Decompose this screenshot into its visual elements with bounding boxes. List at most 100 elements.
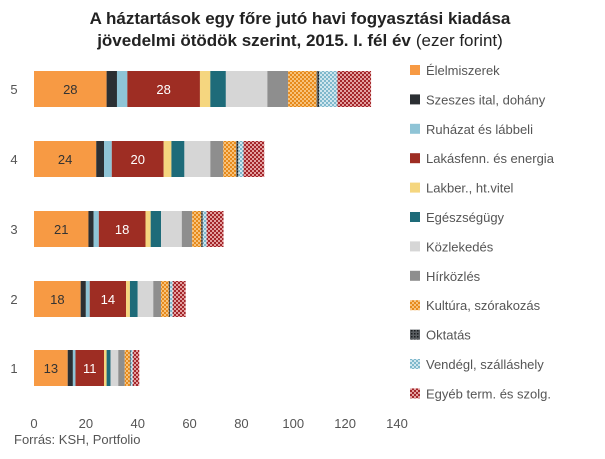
- legend-label: Szeszes ital, dohány: [426, 92, 546, 107]
- x-tick-label: 120: [334, 416, 356, 431]
- legend-swatch: [410, 153, 420, 164]
- bar-segment: [184, 141, 211, 177]
- y-tick-label: 3: [10, 222, 17, 237]
- bar-segment: [34, 141, 97, 177]
- legend-label: Egészségügy: [426, 210, 505, 225]
- bar-segment: [110, 350, 119, 386]
- legend-swatch: [410, 270, 420, 281]
- bar-segment: [171, 141, 185, 177]
- legend-swatch: [410, 94, 420, 105]
- legend-swatch: [410, 123, 420, 134]
- bar-segment: [163, 141, 172, 177]
- legend-swatch: [410, 212, 420, 222]
- bar-segment: [67, 350, 73, 386]
- bar-segment: [96, 141, 105, 177]
- bar-segment: [98, 211, 146, 247]
- bar-segment: [145, 211, 151, 247]
- legend-swatch: [410, 329, 420, 340]
- bar-segment: [111, 141, 164, 177]
- chart-title: A háztartások egy főre jutó havi fogyasz…: [90, 9, 511, 50]
- data-label: 18: [115, 222, 129, 237]
- bar-segment: [34, 281, 81, 317]
- legend: Élelmiszerek Szeszes ital, dohány Ruházat …: [410, 63, 555, 401]
- data-label: 28: [63, 82, 77, 97]
- bar-segment: [172, 281, 186, 317]
- data-label: 28: [156, 82, 170, 97]
- legend-label: Élelmiszerek: [426, 63, 500, 78]
- bar-segment: [210, 141, 224, 177]
- x-tick-label: 140: [386, 416, 408, 431]
- bar-segment: [34, 350, 68, 386]
- bar-segment: [116, 71, 128, 107]
- bar-segment: [130, 350, 133, 386]
- bar-segment: [34, 71, 107, 107]
- data-label: 14: [101, 292, 115, 307]
- bar-segment: [319, 71, 338, 107]
- bar-segment: [210, 71, 226, 107]
- legend-label: Lakásfenn. és energia: [426, 151, 555, 166]
- bar-segment: [192, 211, 202, 247]
- legend-swatch: [410, 182, 420, 193]
- bar-segment: [206, 211, 224, 247]
- legend-label: Kultúra, szórakozás: [426, 298, 541, 313]
- bar-segment: [199, 71, 211, 107]
- x-tick-label: 100: [282, 416, 304, 431]
- bar-segment: [288, 71, 317, 107]
- bar-segment: [132, 350, 140, 386]
- bar-segment: [238, 141, 244, 177]
- legend-label: Közlekedés: [426, 239, 494, 254]
- bar-segment: [85, 281, 90, 317]
- x-tick-label: 20: [79, 416, 93, 431]
- y-tick-label: 4: [10, 152, 17, 167]
- data-label: 21: [54, 222, 68, 237]
- x-tick-label: 80: [234, 416, 248, 431]
- y-tick-label: 1: [10, 361, 17, 376]
- x-tick-label: 40: [130, 416, 144, 431]
- bar-segment: [34, 211, 89, 247]
- bar-segment: [93, 211, 99, 247]
- bar-segment: [124, 350, 130, 386]
- chart-title-line-2: jövedelmi ötödök szerint, 2015. I. fél é…: [96, 31, 503, 50]
- bar-segment: [126, 281, 130, 317]
- bar-segment: [181, 211, 193, 247]
- data-label: 24: [58, 152, 72, 167]
- legend-label: Oktatás: [426, 328, 471, 343]
- chart-title-unit: (ezer forint): [416, 31, 503, 50]
- bar-segment: [118, 350, 125, 386]
- legend-label: Vendégl, szálláshely: [426, 357, 544, 372]
- axes: 0 20 40 60 80 100 120 140 1 2 3 4 5: [10, 82, 407, 431]
- bar-segment: [161, 281, 169, 317]
- bar-segment: [72, 350, 76, 386]
- data-label: 20: [130, 152, 144, 167]
- legend-label: Lakber., ht.vitel: [426, 181, 514, 196]
- bar-segment: [104, 141, 112, 177]
- bar-segment: [337, 71, 372, 107]
- y-tick-label: 2: [10, 292, 17, 307]
- bar-segment: [88, 211, 94, 247]
- legend-label: Ruházat és lábbeli: [426, 122, 533, 137]
- x-tick-label: 60: [182, 416, 196, 431]
- bar-segment: [202, 211, 207, 247]
- chart-source: Forrás: KSH, Portfolio: [14, 432, 140, 447]
- legend-label: Egyéb term. és szolg.: [426, 386, 551, 401]
- bar-segment: [316, 71, 320, 107]
- bar-segment: [201, 211, 203, 247]
- bar-segment: [150, 211, 162, 247]
- data-label: 18: [50, 292, 64, 307]
- bar-segment: [75, 350, 105, 386]
- legend-swatch: [410, 388, 420, 399]
- bar-segment: [170, 281, 173, 317]
- legend-swatch: [410, 300, 420, 311]
- x-tick-label: 0: [30, 416, 37, 431]
- data-label: 13: [44, 361, 58, 376]
- bars: [34, 71, 372, 386]
- legend-swatch: [410, 65, 420, 75]
- bar-segment: [104, 350, 107, 386]
- bar-segment: [225, 71, 268, 107]
- legend-label: Hírközlés: [426, 269, 481, 284]
- bar-segment: [161, 211, 182, 247]
- bar-segment: [127, 71, 200, 107]
- y-tick-label: 5: [10, 82, 17, 97]
